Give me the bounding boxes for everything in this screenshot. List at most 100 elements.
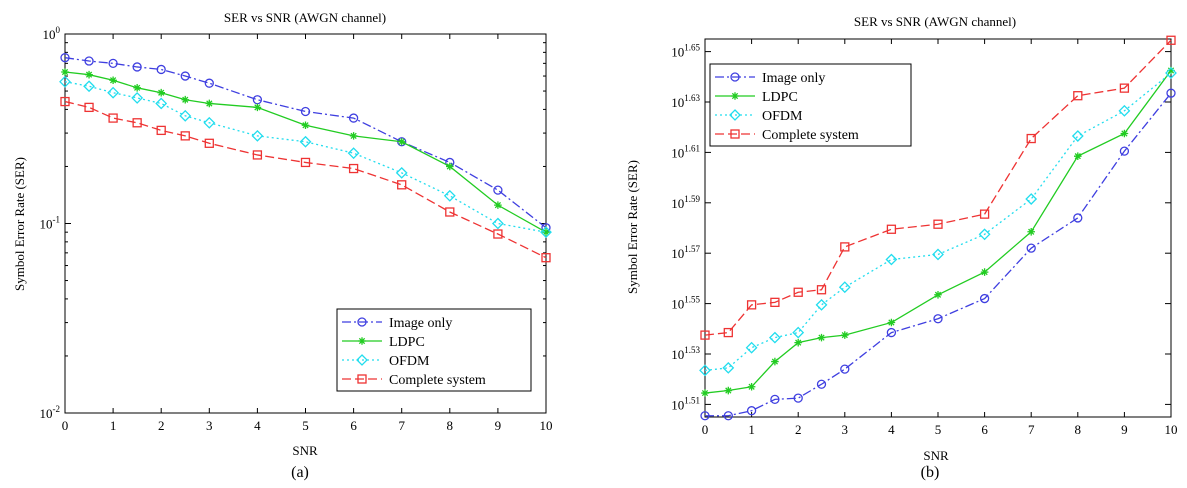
x-tick-label: 3 <box>206 418 213 433</box>
data-point-marker <box>60 53 70 63</box>
data-point-marker <box>816 379 827 389</box>
legend: Image only LDPC OFDM Complete system <box>709 63 912 147</box>
data-point-marker <box>980 268 989 276</box>
data-point-marker <box>203 116 216 129</box>
data-point-marker <box>541 253 551 263</box>
plot-area: 0 1 2 3 4 5 6 7 8 9 10 10-2 10-1 100 Image only LDPC OFD… <box>40 25 553 433</box>
y-tick-label: 101.53 <box>671 345 700 362</box>
data-point-marker <box>133 84 141 92</box>
series-line <box>704 72 1172 372</box>
data-point-marker <box>180 131 190 141</box>
data-point-marker <box>886 224 897 234</box>
data-point-marker <box>204 138 214 148</box>
data-point-marker <box>357 374 367 384</box>
series-ldpc <box>61 68 550 236</box>
data-point-marker <box>979 293 990 304</box>
data-point-marker <box>746 300 757 310</box>
legend-label: LDPC <box>389 335 425 350</box>
x-tick-label: 7 <box>398 418 405 433</box>
legend: Image only LDPC OFDM Complete system <box>336 308 532 392</box>
data-point-marker <box>61 68 69 76</box>
data-point-marker <box>348 163 359 174</box>
data-point-marker <box>156 125 166 136</box>
data-point-marker <box>84 102 94 113</box>
data-point-marker <box>59 75 71 88</box>
x-tick-label: 10 <box>540 418 553 433</box>
data-point-marker <box>770 394 780 405</box>
legend-item: Image only <box>342 316 452 331</box>
legend-box <box>336 308 532 392</box>
legend-label: LDPC <box>762 90 798 105</box>
data-point-marker <box>933 314 943 324</box>
data-point-marker <box>85 70 93 79</box>
data-point-marker <box>1027 227 1035 236</box>
data-point-marker <box>792 326 805 339</box>
y-tick-label: 101.57 <box>671 244 700 261</box>
x-tick-label: 3 <box>842 422 849 437</box>
data-point-marker <box>887 318 896 327</box>
data-point-marker <box>299 135 312 148</box>
data-point-marker <box>397 180 407 190</box>
data-point-marker <box>540 226 552 239</box>
data-point-marker <box>731 92 739 100</box>
data-point-marker <box>816 285 827 295</box>
data-point-marker <box>443 189 456 202</box>
data-point-marker <box>1165 67 1177 79</box>
data-point-marker <box>979 209 990 219</box>
series-ofdm <box>699 67 1177 377</box>
data-point-marker <box>770 297 780 307</box>
y-tick-label: 10-1 <box>40 215 61 232</box>
x-tick-label: 1 <box>748 422 755 437</box>
legend-item: LDPC <box>715 90 798 105</box>
data-point-marker <box>745 341 758 354</box>
data-point-marker <box>723 411 733 421</box>
data-point-marker <box>300 106 311 117</box>
data-point-marker <box>840 242 850 252</box>
data-point-marker <box>730 129 740 139</box>
y-axis-label: Symbol Error Rate (SER) <box>12 157 27 291</box>
series-image-only <box>60 53 551 233</box>
panel-label: (a) <box>291 464 309 481</box>
y-tick-label: 101.51 <box>671 395 700 412</box>
data-point-marker <box>300 157 311 168</box>
data-point-marker <box>253 103 262 112</box>
data-point-marker <box>815 298 828 311</box>
data-point-marker <box>204 78 214 88</box>
data-point-marker <box>356 354 368 366</box>
data-point-marker <box>747 382 756 391</box>
chart-panel-a: SER vs SNR (AWGN channel) 0 1 2 3 4 5 6 7 8 9 10 10… <box>12 10 553 481</box>
data-point-marker <box>251 129 264 142</box>
x-tick-label: 10 <box>1165 422 1178 437</box>
x-tick-label: 1 <box>110 418 117 433</box>
data-point-marker <box>301 121 310 130</box>
y-tick-label: 10-2 <box>40 404 61 421</box>
data-point-marker <box>357 317 367 327</box>
data-point-marker <box>179 109 192 122</box>
data-point-marker <box>1071 130 1084 142</box>
data-point-marker <box>156 64 166 75</box>
data-point-marker <box>885 253 898 266</box>
data-point-marker <box>1167 66 1175 75</box>
data-point-marker <box>730 72 740 82</box>
data-point-marker <box>107 86 120 99</box>
series-ldpc <box>701 66 1175 397</box>
data-point-marker <box>84 56 94 66</box>
data-point-marker <box>1118 104 1131 117</box>
data-point-marker <box>132 118 142 128</box>
data-point-marker <box>83 80 95 93</box>
data-point-marker <box>934 290 942 299</box>
y-tick-label: 101.55 <box>671 295 700 312</box>
panel-label: (b) <box>921 464 940 481</box>
x-tick-label: 2 <box>158 418 165 433</box>
series-line <box>64 81 547 233</box>
y-axis-label: Symbol Error Rate (SER) <box>625 160 640 294</box>
data-point-marker <box>840 364 850 374</box>
data-point-marker <box>793 393 803 403</box>
x-tick-label: 4 <box>254 418 261 433</box>
y-tick-label: 101.61 <box>671 143 700 160</box>
y-tick-label: 101.59 <box>671 194 700 211</box>
y-tick-label: 101.65 <box>671 43 700 60</box>
data-point-marker <box>109 76 117 85</box>
y-tick-label: 101.63 <box>671 93 700 110</box>
